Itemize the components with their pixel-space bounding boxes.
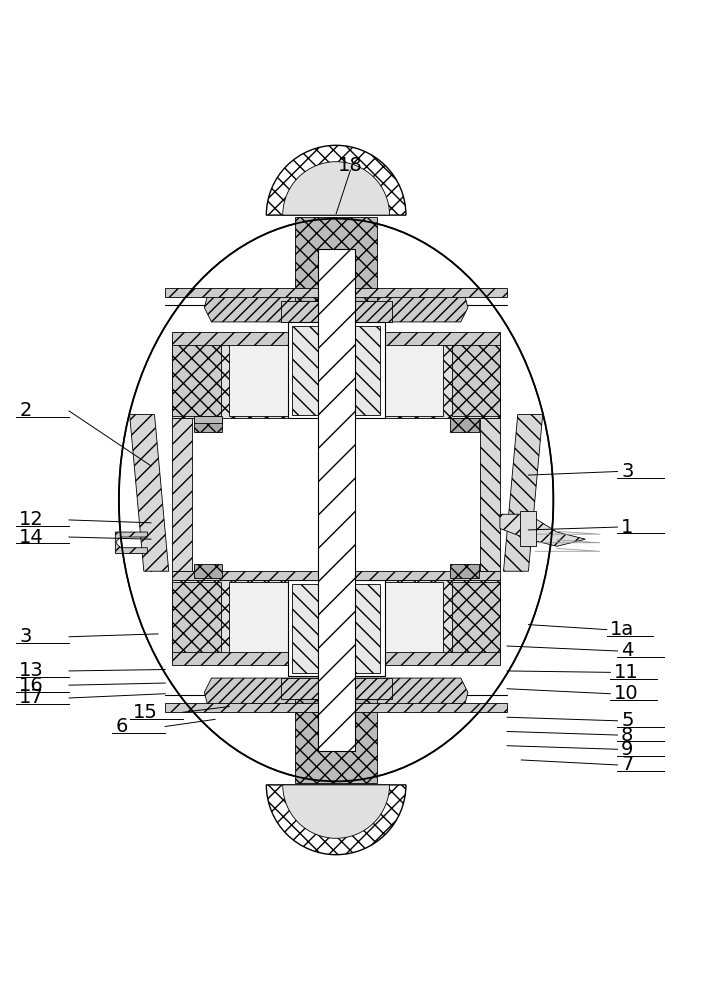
- Polygon shape: [500, 514, 586, 546]
- Bar: [295, 217, 378, 301]
- Bar: [450, 564, 478, 578]
- Text: 10: 10: [614, 684, 638, 703]
- Bar: [520, 511, 536, 546]
- Bar: [317, 249, 355, 751]
- Text: 16: 16: [19, 676, 44, 695]
- Text: 1: 1: [621, 518, 633, 537]
- Bar: [450, 418, 478, 432]
- Bar: [172, 418, 192, 571]
- Bar: [292, 326, 380, 415]
- Bar: [165, 288, 507, 297]
- Bar: [451, 342, 500, 416]
- Text: 15: 15: [133, 703, 158, 722]
- Bar: [172, 582, 221, 656]
- Text: 14: 14: [19, 528, 44, 547]
- Text: 3: 3: [19, 627, 31, 646]
- Polygon shape: [204, 293, 468, 322]
- Wedge shape: [266, 785, 406, 855]
- Bar: [280, 678, 392, 699]
- Polygon shape: [503, 415, 543, 571]
- Bar: [287, 322, 385, 418]
- Text: 2: 2: [19, 401, 31, 420]
- Bar: [292, 584, 380, 673]
- Bar: [172, 580, 500, 658]
- Bar: [295, 699, 378, 783]
- Bar: [480, 418, 500, 571]
- Wedge shape: [282, 162, 390, 215]
- Text: 17: 17: [19, 688, 44, 707]
- Text: 8: 8: [621, 726, 633, 745]
- Bar: [230, 342, 443, 416]
- Bar: [165, 703, 507, 712]
- Text: 6: 6: [115, 717, 128, 736]
- Text: 3: 3: [621, 462, 633, 481]
- Bar: [172, 571, 500, 580]
- Polygon shape: [115, 532, 147, 553]
- Bar: [194, 418, 222, 432]
- Text: 5: 5: [621, 711, 633, 730]
- Text: 12: 12: [19, 510, 44, 529]
- Text: 1a: 1a: [611, 620, 635, 639]
- Text: 13: 13: [19, 661, 44, 680]
- Text: 11: 11: [614, 663, 638, 682]
- Bar: [280, 301, 392, 322]
- Polygon shape: [129, 415, 169, 571]
- Bar: [194, 416, 222, 423]
- Bar: [172, 332, 500, 345]
- Wedge shape: [282, 785, 390, 838]
- Text: 18: 18: [338, 156, 363, 175]
- Text: 7: 7: [621, 755, 633, 774]
- Wedge shape: [266, 145, 406, 215]
- Ellipse shape: [119, 219, 553, 781]
- Polygon shape: [204, 678, 468, 707]
- Bar: [230, 582, 443, 656]
- Bar: [287, 580, 385, 676]
- Bar: [451, 582, 500, 656]
- Bar: [194, 564, 222, 578]
- Bar: [172, 652, 500, 665]
- Bar: [172, 340, 500, 418]
- Text: 9: 9: [621, 740, 633, 759]
- Text: 4: 4: [621, 641, 633, 660]
- Bar: [172, 342, 221, 416]
